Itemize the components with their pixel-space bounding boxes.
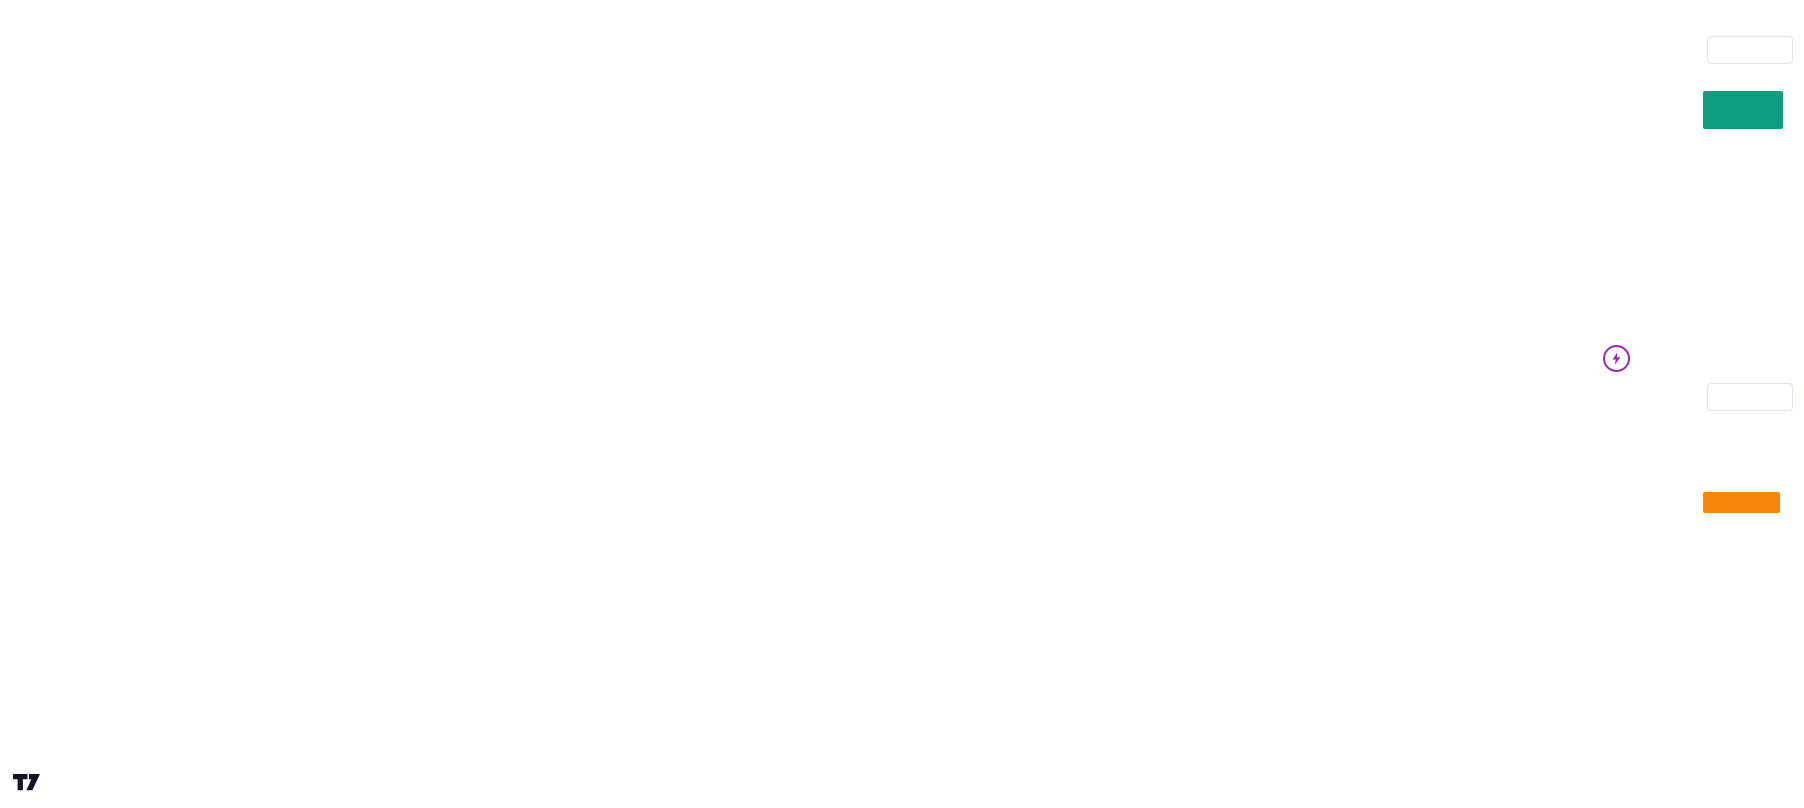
lightning-bolt-glyph	[1612, 352, 1621, 365]
tradingview-logo-icon	[13, 774, 40, 791]
last-price-tag-sol	[1703, 91, 1783, 129]
last-price-tag-bnb	[1703, 492, 1780, 513]
currency-button-top[interactable]	[1707, 36, 1793, 64]
tradingview-attribution[interactable]	[13, 774, 49, 791]
lightning-idea-icon[interactable]	[1603, 345, 1630, 372]
currency-button-bottom[interactable]	[1707, 383, 1793, 411]
